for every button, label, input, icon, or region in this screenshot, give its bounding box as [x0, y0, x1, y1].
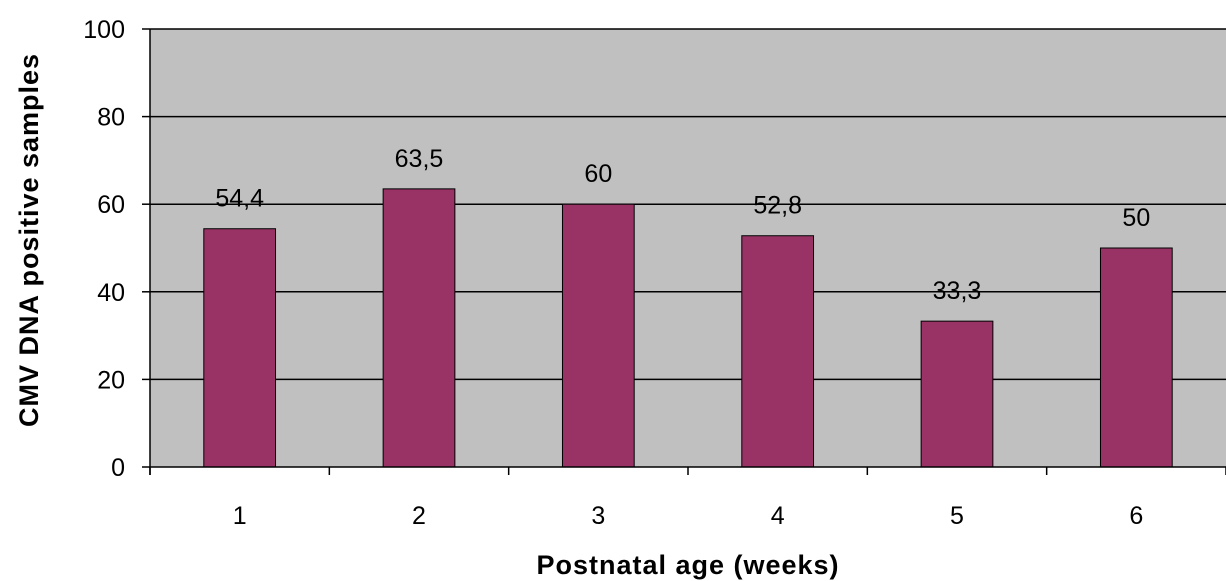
data-label: 33,3 — [933, 277, 982, 305]
x-tick-label: 6 — [1129, 502, 1143, 530]
data-label: 60 — [584, 160, 612, 188]
data-label: 52,8 — [753, 192, 802, 220]
y-tick-label: 100 — [83, 16, 125, 44]
y-tick-label: 20 — [97, 366, 125, 394]
bar — [382, 188, 456, 468]
bars — [203, 188, 1173, 468]
data-label: 54,4 — [215, 185, 264, 213]
bar — [920, 320, 994, 468]
y-tick-label: 40 — [97, 279, 125, 307]
x-tick-label: 2 — [412, 502, 426, 530]
y-tick-label: 80 — [97, 104, 125, 132]
x-tick-label: 5 — [950, 502, 964, 530]
x-tick-label: 1 — [233, 502, 247, 530]
bar — [561, 203, 635, 468]
bar — [1099, 247, 1173, 468]
y-tick-label: 60 — [97, 191, 125, 219]
x-axis-title: Postnatal age (weeks) — [536, 550, 839, 580]
data-labels: 54,4 63,5 60 52,8 33,3 50 — [215, 145, 1150, 305]
x-tick-label: 4 — [771, 502, 785, 530]
y-axis: 0 20 40 60 80 100 — [83, 16, 151, 482]
data-label: 63,5 — [395, 145, 444, 173]
bar — [203, 228, 277, 468]
plot-area — [150, 29, 1226, 467]
y-axis-title: CMV DNA positive samples — [14, 53, 44, 427]
data-label: 50 — [1122, 204, 1150, 232]
bar — [741, 235, 815, 468]
x-tick-label: 3 — [591, 502, 605, 530]
y-tick-label: 0 — [111, 454, 125, 482]
x-axis: 1 2 3 4 5 6 — [149, 466, 1226, 530]
gridlines — [150, 28, 1226, 381]
